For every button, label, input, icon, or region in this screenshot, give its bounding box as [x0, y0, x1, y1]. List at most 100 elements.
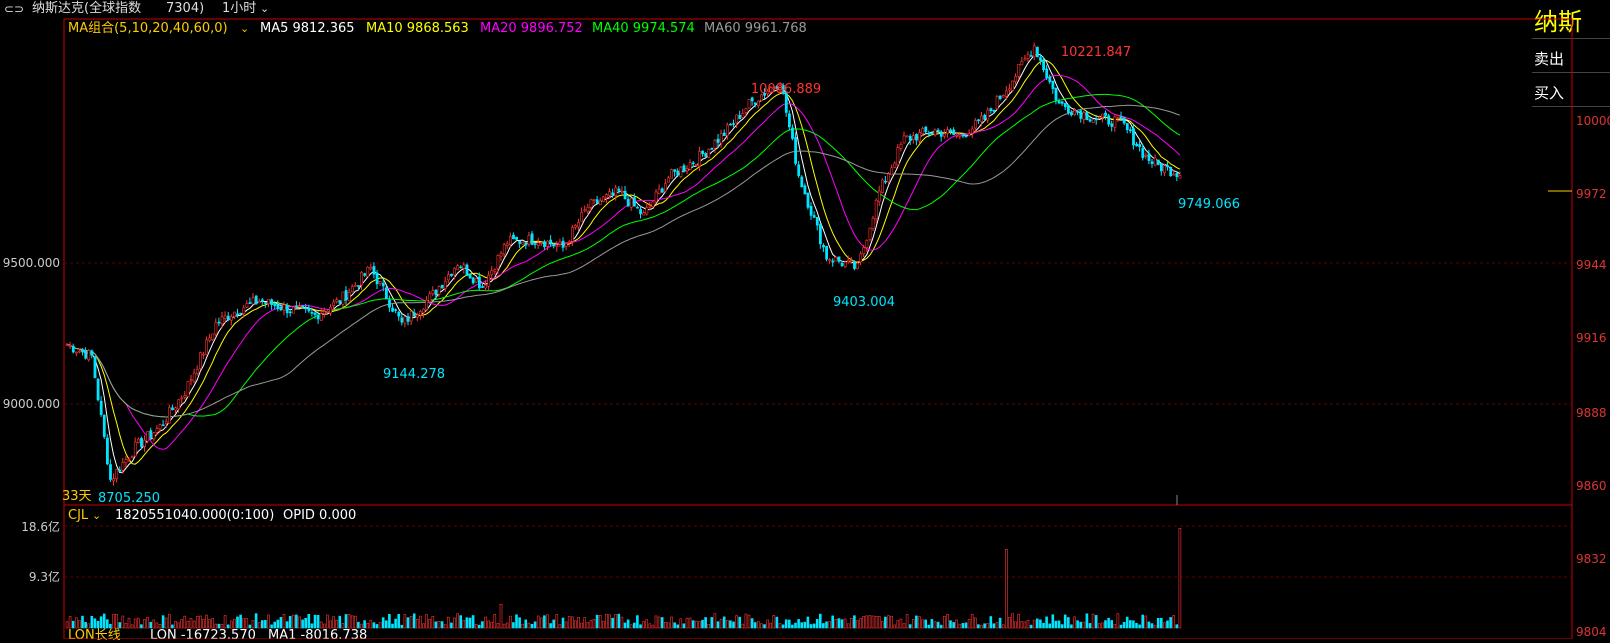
right-axis-tick: 9944: [1576, 258, 1607, 272]
volume-bar: [924, 619, 928, 629]
sell-button[interactable]: 卖出: [1534, 50, 1565, 68]
candle-body: [707, 149, 711, 158]
volume-bar: [642, 621, 645, 629]
volume-bar: [955, 619, 959, 629]
buy-button[interactable]: 买入: [1534, 84, 1565, 102]
volume-bar: [682, 623, 686, 629]
volume-bar: [493, 614, 497, 629]
candle: [217, 317, 221, 327]
candle-body: [1166, 165, 1170, 168]
volume-bar: [623, 622, 627, 629]
volume-bar: [890, 616, 893, 629]
chevron-down-icon[interactable]: ⌄: [92, 509, 102, 522]
volume-bar: [230, 620, 233, 629]
volume-bar: [986, 623, 990, 629]
volume-bar: [236, 616, 239, 629]
volume-bar: [347, 614, 351, 629]
candle-body: [236, 313, 240, 316]
candle: [71, 343, 75, 354]
volume-bar: [499, 603, 503, 629]
link-icon[interactable]: ⊂⊃: [4, 2, 25, 16]
candle: [400, 314, 404, 326]
candle-body: [285, 304, 289, 314]
candle: [608, 188, 612, 199]
candle: [99, 396, 103, 417]
volume-bar: [555, 614, 559, 629]
candle-body: [118, 469, 122, 472]
candle: [87, 349, 91, 362]
candle-body: [68, 345, 72, 347]
period-selector[interactable]: 1小时: [222, 1, 257, 16]
candle-body: [784, 91, 788, 113]
volume-bar: [716, 621, 720, 629]
candle-body: [372, 266, 376, 275]
volume-bar: [874, 615, 878, 629]
volume-bar: [360, 623, 363, 629]
volume-bar: [357, 621, 360, 629]
candle: [543, 239, 546, 250]
volume-bar: [849, 617, 853, 629]
candle: [936, 128, 940, 134]
side-panel: 纳斯 卖出 买入: [1532, 0, 1610, 639]
candle: [983, 113, 987, 122]
candle-body: [462, 264, 466, 269]
candle-body: [735, 114, 739, 124]
candle-body: [856, 262, 860, 270]
volume-bar: [217, 623, 221, 629]
candle: [450, 273, 453, 278]
candle: [462, 262, 466, 274]
candle-body: [995, 96, 999, 110]
candle-body: [936, 129, 940, 132]
volume-bar: [964, 622, 968, 629]
candle-body: [648, 205, 652, 208]
right-axis-tick: 9860: [1576, 479, 1607, 493]
candle-body: [481, 286, 484, 288]
volume-bar: [1067, 617, 1070, 629]
candle-body: [490, 270, 494, 275]
candle: [865, 239, 869, 252]
candle: [899, 141, 903, 152]
chevron-down-icon[interactable]: ⌄: [240, 22, 250, 35]
candle-body: [1057, 101, 1061, 104]
candle: [459, 265, 463, 269]
volume-bar: [704, 617, 707, 629]
candle: [437, 285, 441, 297]
candle: [775, 84, 779, 89]
candle-body: [911, 135, 915, 140]
volume-bar: [760, 623, 763, 629]
candle: [205, 336, 209, 356]
annotation-span: 33天: [62, 489, 92, 504]
vol-axis-tick: 9.3亿: [29, 569, 60, 584]
candle: [425, 296, 429, 312]
candle: [298, 302, 302, 308]
candle: [685, 165, 689, 175]
candle: [676, 168, 680, 178]
volume-selector[interactable]: CJL: [68, 508, 89, 523]
volume-bar: [1116, 613, 1120, 629]
candle-body: [1067, 105, 1070, 113]
candle: [729, 123, 732, 126]
candle-body: [747, 99, 751, 109]
volume-bar: [1023, 621, 1027, 629]
right-axis-tick: 9972: [1576, 187, 1607, 201]
candle-body: [115, 469, 119, 480]
candle-body: [837, 256, 841, 262]
candle: [989, 107, 993, 114]
volume-bar: [958, 623, 962, 629]
volume-bar: [691, 620, 695, 629]
candle: [109, 459, 112, 483]
candle: [487, 271, 491, 290]
volume-bar: [549, 623, 552, 629]
candle: [853, 260, 856, 271]
chevron-down-icon[interactable]: ⌄: [260, 2, 270, 15]
candle-body: [288, 311, 292, 314]
volume-bar: [233, 618, 236, 629]
candle-body: [1104, 112, 1108, 116]
volume-bar: [65, 621, 69, 629]
candle: [769, 85, 773, 94]
ma-selector[interactable]: MA组合(5,10,20,40,60,0): [68, 21, 228, 36]
candle-body: [329, 307, 333, 314]
candle: [1110, 120, 1114, 132]
candle-body: [357, 285, 360, 287]
